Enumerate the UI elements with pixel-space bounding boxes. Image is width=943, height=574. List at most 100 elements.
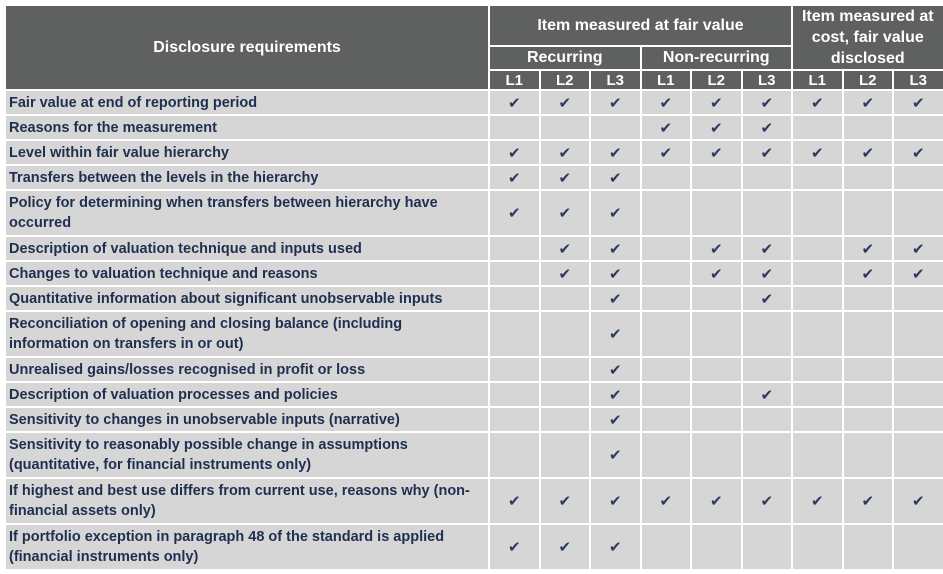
level-header: L2 <box>843 71 892 89</box>
check-cell <box>793 191 842 235</box>
requirement-label: If portfolio exception in paragraph 48 o… <box>6 525 488 569</box>
check-cell <box>490 358 539 381</box>
check-cell: ✔ <box>894 141 943 164</box>
check-cell <box>742 433 791 477</box>
requirement-label: Sensitivity to changes in unobservable i… <box>6 408 488 431</box>
requirement-label: Fair value at end of reporting period <box>6 91 488 114</box>
check-cell: ✔ <box>540 191 589 235</box>
check-mark-icon: ✔ <box>507 492 521 510</box>
check-cell <box>793 433 842 477</box>
check-mark-icon: ✔ <box>558 492 572 510</box>
check-cell <box>894 408 943 431</box>
check-cell: ✔ <box>591 433 640 477</box>
disclosure-requirements-table: Disclosure requirements Item measured at… <box>4 4 943 571</box>
non-recurring-header: Non-recurring <box>641 47 791 69</box>
check-cell: ✔ <box>843 91 892 114</box>
check-cell <box>742 312 791 356</box>
check-cell <box>641 312 690 356</box>
check-cell: ✔ <box>742 116 791 139</box>
check-cell: ✔ <box>692 237 741 260</box>
requirement-label: Changes to valuation technique and reaso… <box>6 262 488 285</box>
check-cell <box>843 116 892 139</box>
check-cell <box>490 383 539 406</box>
level-header: L3 <box>742 71 791 89</box>
check-mark-icon: ✔ <box>861 264 875 283</box>
check-cell <box>793 312 842 356</box>
check-cell: ✔ <box>692 91 741 114</box>
check-cell <box>793 358 842 381</box>
check-cell: ✔ <box>540 479 589 523</box>
level-header: L2 <box>540 71 589 89</box>
check-cell: ✔ <box>540 525 589 569</box>
table-row: Level within fair value hierarchy ✔ ✔ ✔ ✔ ✔ ✔ ✔… <box>6 141 943 164</box>
check-mark-icon: ✔ <box>608 143 622 162</box>
check-cell <box>692 312 741 356</box>
check-cell <box>894 433 943 477</box>
check-cell: ✔ <box>591 383 640 406</box>
check-cell <box>540 433 589 477</box>
check-cell <box>540 312 589 356</box>
check-cell: ✔ <box>490 191 539 235</box>
check-cell <box>793 237 842 260</box>
check-mark-icon: ✔ <box>861 239 875 258</box>
check-cell <box>641 237 690 260</box>
table-row: If highest and best use differs from cur… <box>6 479 943 523</box>
check-cell <box>692 408 741 431</box>
disclosure-requirements-header: Disclosure requirements <box>6 6 488 89</box>
check-mark-icon: ✔ <box>810 93 824 112</box>
check-mark-icon: ✔ <box>608 168 622 187</box>
check-mark-icon: ✔ <box>608 410 622 429</box>
check-mark-icon: ✔ <box>911 239 925 258</box>
check-cell: ✔ <box>490 91 539 114</box>
check-cell <box>793 408 842 431</box>
check-cell <box>641 166 690 189</box>
check-cell: ✔ <box>591 141 640 164</box>
requirement-label: Unrealised gains/losses recognised in pr… <box>6 358 488 381</box>
check-cell: ✔ <box>641 116 690 139</box>
check-cell: ✔ <box>490 479 539 523</box>
level-header-row: L1 L2 L3 L1 L2 L3 L1 L2 L3 <box>6 71 943 89</box>
check-cell: ✔ <box>894 237 943 260</box>
check-mark-icon: ✔ <box>709 239 723 258</box>
check-cell: ✔ <box>540 237 589 260</box>
recurring-header: Recurring <box>490 47 640 69</box>
check-mark-icon: ✔ <box>608 204 622 222</box>
check-cell <box>894 358 943 381</box>
check-cell <box>692 287 741 310</box>
check-cell <box>793 262 842 285</box>
check-cell: ✔ <box>843 237 892 260</box>
cost-group-header: Item measured at cost, fair value disclo… <box>793 6 943 69</box>
check-cell <box>692 433 741 477</box>
check-mark-icon: ✔ <box>911 264 925 283</box>
table-row: Sensitivity to reasonably possible chang… <box>6 433 943 477</box>
level-header: L3 <box>591 71 640 89</box>
check-cell <box>641 408 690 431</box>
check-cell <box>793 383 842 406</box>
check-cell <box>793 166 842 189</box>
check-cell <box>742 525 791 569</box>
check-cell: ✔ <box>742 91 791 114</box>
check-cell <box>894 312 943 356</box>
check-cell <box>540 116 589 139</box>
check-cell <box>742 358 791 381</box>
check-mark-icon: ✔ <box>608 492 622 510</box>
check-cell <box>692 358 741 381</box>
check-cell: ✔ <box>692 141 741 164</box>
check-cell <box>692 166 741 189</box>
check-cell: ✔ <box>742 383 791 406</box>
check-cell: ✔ <box>591 287 640 310</box>
check-cell <box>591 116 640 139</box>
check-mark-icon: ✔ <box>861 492 875 510</box>
check-cell <box>490 237 539 260</box>
table-row: Quantitative information about significa… <box>6 287 943 310</box>
check-cell: ✔ <box>793 479 842 523</box>
table-row: Policy for determining when transfers be… <box>6 191 943 235</box>
check-mark-icon: ✔ <box>507 143 521 162</box>
check-cell <box>540 358 589 381</box>
check-cell <box>894 287 943 310</box>
check-cell <box>843 408 892 431</box>
check-mark-icon: ✔ <box>659 118 673 137</box>
check-cell <box>641 433 690 477</box>
check-mark-icon: ✔ <box>810 143 824 162</box>
check-mark-icon: ✔ <box>760 239 774 258</box>
